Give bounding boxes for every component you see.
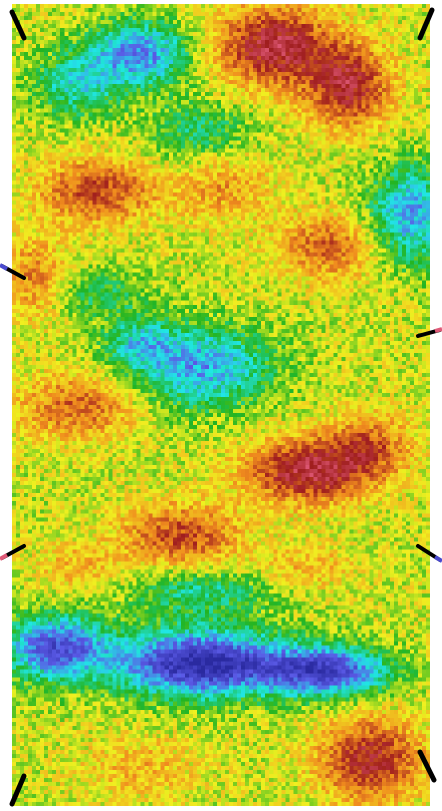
corner-tick-bottom-left: [9, 773, 27, 807]
corner-tick-top-left: [9, 9, 27, 41]
edge-tick-right-lower-accent: [434, 555, 442, 563]
corner-tick-bottom-right: [417, 749, 437, 783]
edge-tick-left-upper-accent: [0, 263, 8, 271]
heatmap-canvas: [12, 4, 430, 806]
corner-tick-top-right: [417, 7, 435, 41]
edge-tick-left-lower-accent: [0, 553, 8, 561]
edge-tick-right-upper-accent: [434, 327, 442, 333]
